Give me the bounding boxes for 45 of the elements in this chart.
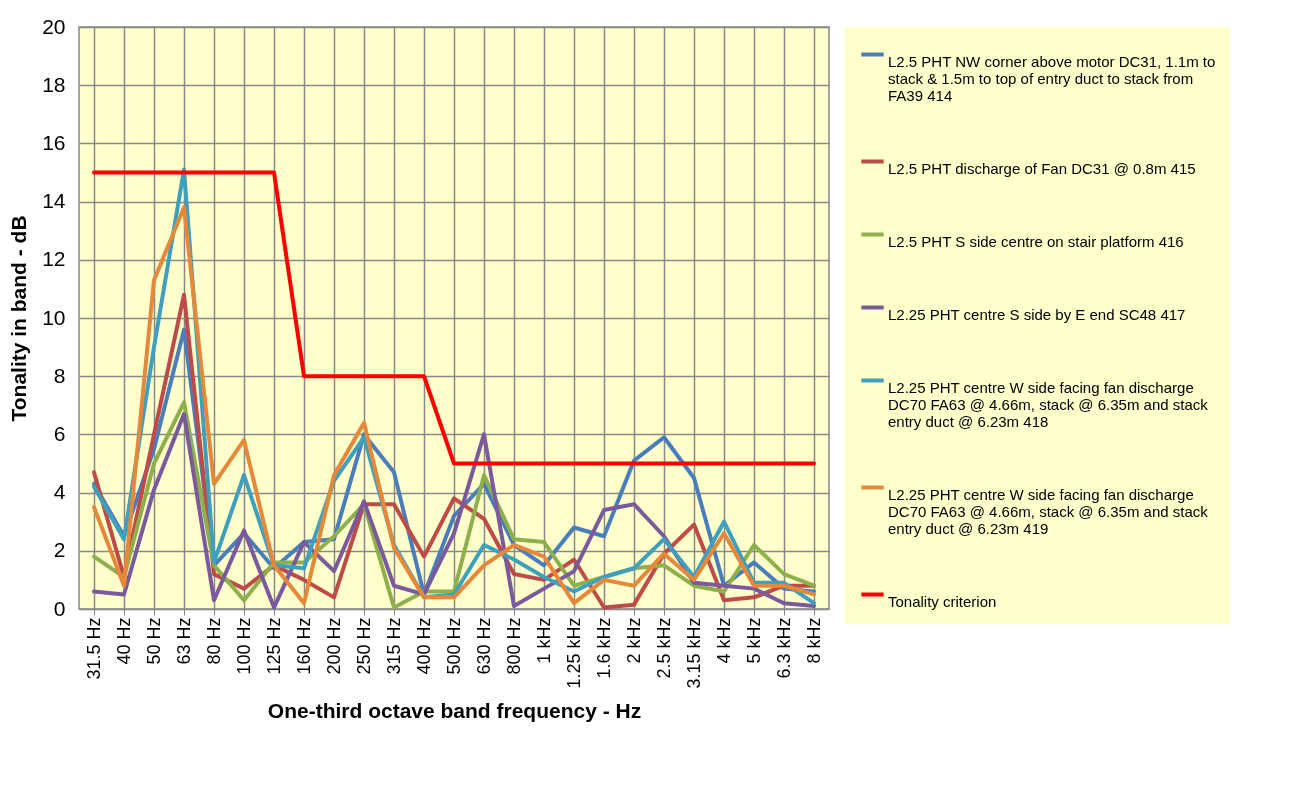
legend-label: L2.5 PHT S side centre on stair platform 416 [888,232,1184,250]
x-tick-label: 200 Hz [323,617,344,675]
y-tick-label: 20 [42,14,66,38]
x-tick-label: 63 Hz [173,617,194,665]
y-tick-label: 18 [42,72,66,96]
x-tick-label: 2.5 kHz [653,617,674,679]
x-tick-label: 80 Hz [203,617,224,665]
x-tick-label: 40 Hz [113,617,134,665]
x-tick-label: 160 Hz [293,617,314,675]
x-tick-label: 5 kHz [743,617,764,664]
x-tick-label: 1 kHz [533,617,554,664]
x-tick-label: 125 Hz [263,617,284,675]
y-tick-label: 14 [42,189,66,213]
x-tick-label: 1.25 kHz [563,617,584,689]
y-tick-label: 6 [53,421,66,445]
x-tick-label: 800 Hz [503,617,524,675]
legend-label: L2.25 PHT centre W side facing fan discharge DC70 FA63 @ 4.66m, stack @ 6.35m and stack entry duct @ 6.23m 419 [888,485,1209,537]
x-tick-label: 3.15 kHz [683,617,704,689]
x-tick-label: 100 Hz [233,617,254,675]
legend-label: L2.5 PHT NW corner above motor DC31, 1.1m to stack & 1.5m to top of entry duct to stack from FA39 414 [888,52,1216,104]
x-tick-label: 400 Hz [413,617,434,675]
y-tick-label: 12 [42,247,66,271]
legend-label: L2.25 PHT centre W side facing fan discharge DC70 FA63 @ 4.66m, stack @ 6.35m and stack entry duct @ 6.23m 418 [888,378,1209,430]
x-tick-label: 250 Hz [353,617,374,675]
x-tick-label: 50 Hz [143,617,164,665]
y-tick-label: 16 [42,130,66,154]
x-tick-label: 500 Hz [443,617,464,675]
x-tick-label: 31.5 Hz [83,617,104,680]
x-tick-label: 630 Hz [473,617,494,675]
y-tick-label: 10 [42,305,66,329]
x-tick-label: 2 kHz [623,617,644,664]
x-tick-label: 4 kHz [713,617,734,664]
legend-label: L2.25 PHT centre S side by E end SC48 417 [888,305,1186,323]
y-tick-label: 0 [53,596,66,620]
legend-label: L2.5 PHT discharge of Fan DC31 @ 0.8m 415 [888,159,1196,177]
x-tick-label: 6.3 kHz [773,617,794,679]
x-tick-label: 315 Hz [383,617,404,675]
x-axis-title: One-third octave band frequency - Hz [267,698,642,722]
y-axis-title: Tonality in band - dB [7,215,31,422]
legend-label: Tonality criterion [888,592,997,610]
y-tick-label: 4 [53,480,66,504]
y-tick-label: 2 [53,538,66,562]
y-tick-label: 8 [53,363,66,387]
x-tick-label: 1.6 kHz [593,617,614,679]
x-tick-label: 8 kHz [803,617,824,664]
